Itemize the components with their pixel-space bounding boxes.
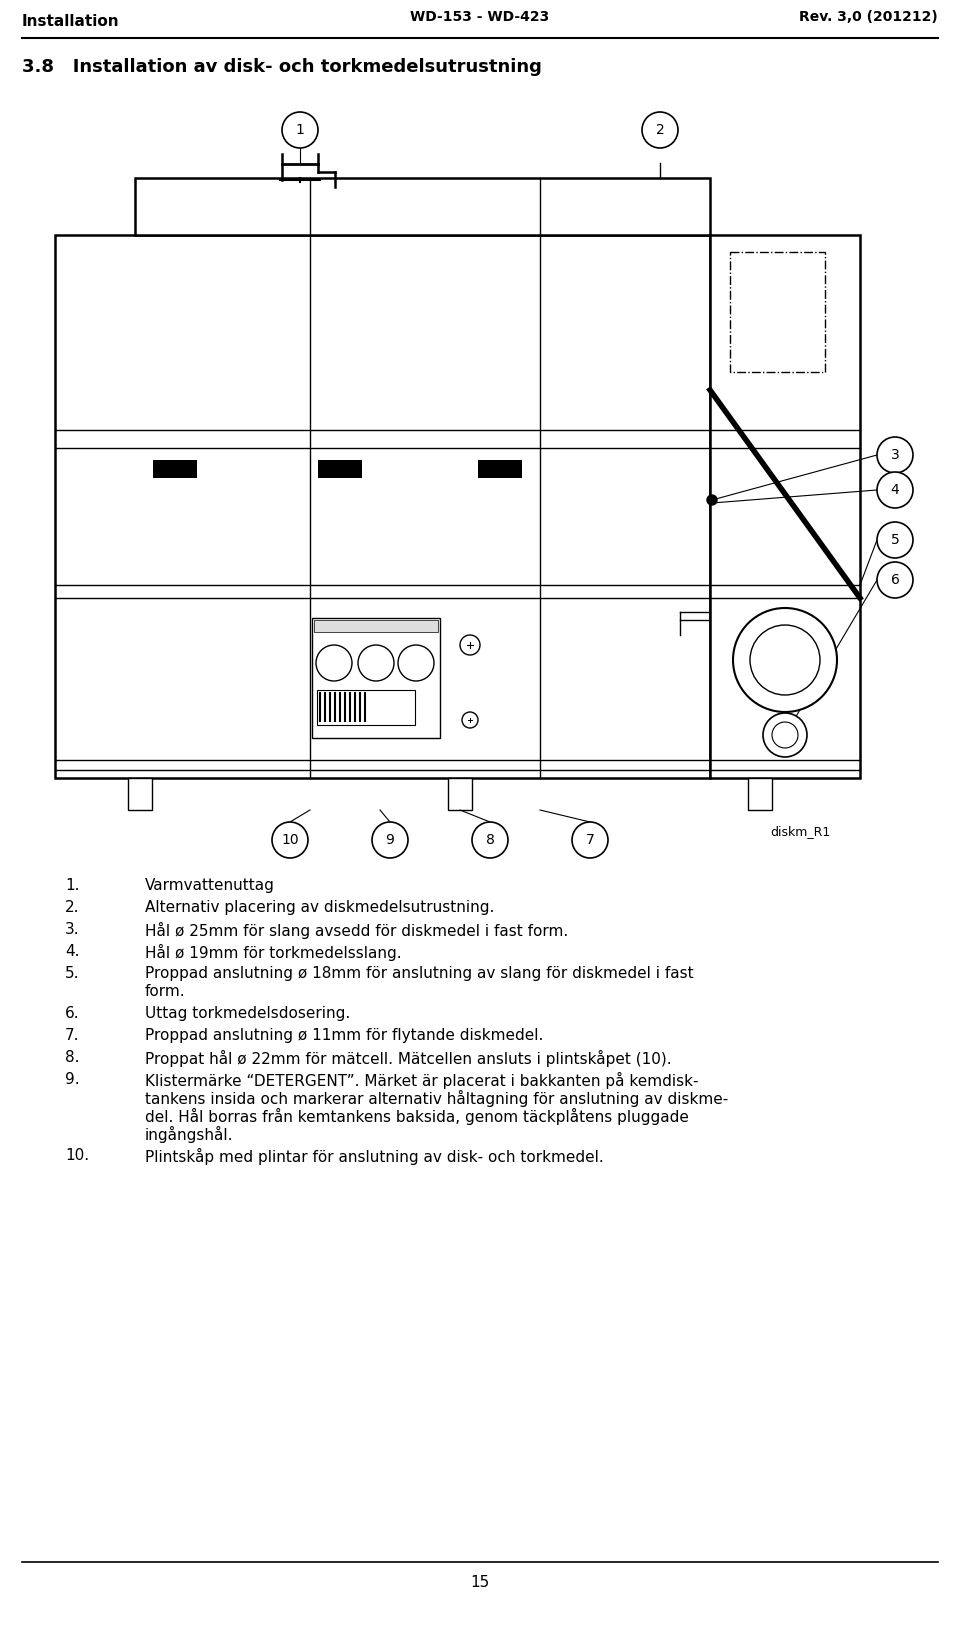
Bar — [478, 460, 522, 478]
Circle shape — [460, 636, 480, 655]
Circle shape — [877, 472, 913, 507]
Circle shape — [316, 646, 352, 681]
Text: Plintskåp med plintar för anslutning av disk- och torkmedel.: Plintskåp med plintar för anslutning av … — [145, 1148, 604, 1164]
Text: 5.: 5. — [65, 966, 80, 980]
Bar — [318, 460, 362, 478]
Text: 9: 9 — [386, 833, 395, 847]
Text: 9.: 9. — [65, 1072, 80, 1088]
Circle shape — [772, 722, 798, 748]
Circle shape — [398, 646, 434, 681]
Circle shape — [472, 823, 508, 859]
Text: del. Hål borras från kemtankens baksida, genom täckplåtens pluggade: del. Hål borras från kemtankens baksida,… — [145, 1107, 689, 1125]
Text: 2.: 2. — [65, 901, 80, 915]
Text: Proppad anslutning ø 18mm för anslutning av slang för diskmedel i fast: Proppad anslutning ø 18mm för anslutning… — [145, 966, 694, 980]
Text: Proppat hål ø 22mm för mätcell. Mätcellen ansluts i plintskåpet (10).: Proppat hål ø 22mm för mätcell. Mätcelle… — [145, 1050, 672, 1067]
Text: 4.: 4. — [65, 945, 80, 959]
Text: Rev. 3,0 (201212): Rev. 3,0 (201212) — [800, 10, 938, 24]
Text: Hål ø 19mm för torkmedelsslang.: Hål ø 19mm för torkmedelsslang. — [145, 945, 401, 961]
Text: 2: 2 — [656, 124, 664, 137]
Circle shape — [462, 712, 478, 728]
Circle shape — [642, 112, 678, 148]
Text: Varmvattenuttag: Varmvattenuttag — [145, 878, 275, 893]
Text: 7.: 7. — [65, 1028, 80, 1042]
Text: Klistermärke “DETERGENT”. Märket är placerat i bakkanten på kemdisk-: Klistermärke “DETERGENT”. Märket är plac… — [145, 1072, 699, 1089]
Text: 7: 7 — [586, 833, 594, 847]
Circle shape — [572, 823, 608, 859]
Circle shape — [877, 522, 913, 558]
Bar — [317, 689, 415, 725]
Text: 3: 3 — [891, 449, 900, 462]
Circle shape — [763, 712, 807, 758]
Bar — [710, 236, 860, 777]
Text: Hål ø 25mm för slang avsedd för diskmedel i fast form.: Hål ø 25mm för slang avsedd för diskmede… — [145, 922, 568, 940]
Text: Alternativ placering av diskmedelsutrustning.: Alternativ placering av diskmedelsutrust… — [145, 901, 494, 915]
Bar — [314, 620, 438, 633]
Text: Installation: Installation — [22, 15, 120, 29]
Text: Uttag torkmedelsdosering.: Uttag torkmedelsdosering. — [145, 1006, 350, 1021]
Bar — [748, 777, 772, 810]
Bar — [55, 236, 710, 777]
Text: Proppad anslutning ø 11mm för flytande diskmedel.: Proppad anslutning ø 11mm för flytande d… — [145, 1028, 543, 1042]
Text: ingångshål.: ingångshål. — [145, 1125, 233, 1143]
Text: 10.: 10. — [65, 1148, 89, 1163]
Text: 3.: 3. — [65, 922, 80, 937]
Circle shape — [750, 624, 820, 694]
Text: 1.: 1. — [65, 878, 80, 893]
Bar — [135, 177, 710, 236]
Text: diskm_R1: diskm_R1 — [770, 824, 830, 837]
Text: 1: 1 — [296, 124, 304, 137]
Text: 15: 15 — [470, 1576, 490, 1590]
Text: form.: form. — [145, 984, 185, 998]
Bar — [312, 618, 440, 738]
Text: 6.: 6. — [65, 1006, 80, 1021]
Circle shape — [282, 112, 318, 148]
Circle shape — [272, 823, 308, 859]
Text: WD-153 - WD-423: WD-153 - WD-423 — [410, 10, 550, 24]
Circle shape — [358, 646, 394, 681]
Text: 6: 6 — [891, 572, 900, 587]
Text: 3.8   Installation av disk- och torkmedelsutrustning: 3.8 Installation av disk- och torkmedels… — [22, 59, 541, 76]
Circle shape — [877, 563, 913, 598]
Text: 8: 8 — [486, 833, 494, 847]
Circle shape — [733, 608, 837, 712]
Circle shape — [707, 494, 717, 506]
Bar — [128, 777, 152, 810]
Circle shape — [877, 437, 913, 473]
Text: tankens insida och markerar alternativ håltagning för anslutning av diskme-: tankens insida och markerar alternativ h… — [145, 1089, 729, 1107]
Text: 5: 5 — [891, 533, 900, 546]
Bar — [730, 252, 825, 372]
Bar — [448, 777, 472, 810]
Text: 4: 4 — [891, 483, 900, 498]
Text: 10: 10 — [281, 833, 299, 847]
Circle shape — [372, 823, 408, 859]
Bar — [153, 460, 197, 478]
Text: 8.: 8. — [65, 1050, 80, 1065]
